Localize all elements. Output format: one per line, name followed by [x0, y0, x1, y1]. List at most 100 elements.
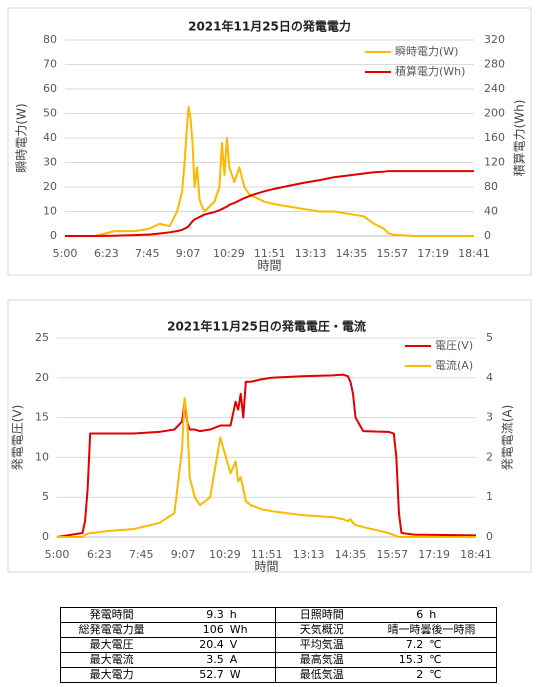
x-tick-label: 10:29: [213, 247, 245, 260]
x-tick-label: 17:19: [417, 247, 449, 260]
y2-tick-label: 2: [486, 450, 493, 463]
table-cell: 最高気温: [275, 652, 368, 668]
table-cell: 106: [162, 622, 227, 638]
legend-label: 電圧(V): [435, 339, 473, 352]
y-tick-label: 70: [43, 58, 57, 71]
x-tick-label: 5:00: [45, 548, 70, 561]
x-tick-label: 5:00: [53, 247, 78, 260]
x-tick-label: 15:57: [376, 247, 408, 260]
y2-tick-label: 320: [484, 33, 505, 46]
table-row: 最大電圧 20.4 V 平均気温 7.2 ℃: [60, 637, 497, 653]
table-row: 最大電力 52.7 W 最低気温 2 ℃: [60, 667, 497, 683]
x-tick-label: 11:51: [251, 548, 283, 561]
y-tick-label: 80: [43, 33, 57, 46]
y-axis-title: 瞬時電力(W): [15, 103, 29, 172]
table-cell: 平均気温: [275, 637, 368, 653]
table-cell: 最大電流: [60, 652, 163, 668]
table-cell: 最大電力: [60, 667, 163, 683]
table-cell: 9.3: [162, 607, 227, 623]
y2-tick-label: 0: [486, 530, 493, 543]
x-tick-label: 7:45: [135, 247, 160, 260]
y2-tick-label: 4: [486, 371, 493, 384]
x-tick-label: 14:35: [335, 548, 367, 561]
x-tick-label: 13:13: [295, 247, 327, 260]
x-tick-label: 14:35: [336, 247, 368, 260]
charts: 2021年11月25日の発電電力010203040506070800408012…: [7, 7, 532, 574]
table-cell: 日照時間: [275, 607, 368, 623]
x-tick-label: 18:41: [460, 548, 492, 561]
y-tick-label: 0: [42, 530, 49, 543]
x-tick-label: 13:13: [293, 548, 325, 561]
table-cell: 最大電圧: [60, 637, 163, 653]
y2-tick-label: 40: [484, 205, 498, 218]
table-cell: 天気概況: [275, 622, 368, 638]
series-line: [65, 105, 474, 237]
y2-tick-label: 120: [484, 156, 505, 169]
table-cell: 52.7: [162, 667, 227, 683]
series-line: [65, 170, 474, 237]
table-cell: ℃: [426, 652, 497, 668]
y-axis-title: 発電電圧(V): [11, 405, 25, 471]
table-cell: ℃: [426, 637, 497, 653]
x-tick-label: 10:29: [209, 548, 241, 561]
x-tick-label: 7:45: [129, 548, 154, 561]
y-tick-label: 20: [43, 180, 57, 193]
chart-title: 2021年11月25日の発電電力: [188, 19, 351, 34]
table-row: 総発電電力量 106 Wh 天気概況 晴一時曇後一時雨: [60, 622, 497, 638]
y-tick-label: 20: [35, 371, 49, 384]
y-tick-label: 60: [43, 82, 57, 95]
x-tick-label: 9:07: [176, 247, 201, 260]
x-tick-label: 9:07: [171, 548, 196, 561]
table-row: 最大電流 3.5 A 最高気温 15.3 ℃: [60, 652, 497, 668]
y2-tick-label: 1: [486, 490, 493, 503]
table-cell: 6: [367, 607, 427, 623]
y2-tick-label: 240: [484, 82, 505, 95]
y-tick-label: 50: [43, 107, 57, 120]
x-axis-title: 時間: [257, 259, 281, 273]
y2-tick-label: 3: [486, 411, 493, 424]
y2-tick-label: 200: [484, 107, 505, 120]
table-cell: 発電時間: [60, 607, 163, 623]
chart-frame: [7, 7, 532, 276]
x-axis-title: 時間: [254, 560, 278, 574]
y2-tick-label: 160: [484, 131, 505, 144]
chart-frame: [7, 299, 532, 573]
table-cell: V: [226, 637, 276, 653]
y-tick-label: 0: [50, 229, 57, 242]
x-tick-label: 17:19: [418, 548, 450, 561]
y-tick-label: 10: [43, 205, 57, 218]
y-tick-label: 40: [43, 131, 57, 144]
legend-label: 電流(A): [435, 358, 473, 372]
table-cell: 2: [367, 667, 427, 683]
y-tick-label: 15: [35, 411, 49, 424]
x-tick-label: 6:23: [87, 548, 112, 561]
table-cell: 総発電電力量: [60, 622, 163, 638]
y-tick-label: 30: [43, 156, 57, 169]
table-cell: 3.5: [162, 652, 227, 668]
table-cell: h: [226, 607, 276, 623]
legend-label: 積算電力(Wh): [395, 64, 465, 78]
y-tick-label: 5: [42, 490, 49, 503]
table-cell: 最低気温: [275, 667, 368, 683]
table-row: 発電時間 9.3 h 日照時間 6 h: [60, 607, 497, 623]
table-cell: 7.2: [367, 637, 427, 653]
table-cell: 15.3: [367, 652, 427, 668]
table-cell: W: [226, 667, 276, 683]
table-cell: 20.4: [162, 637, 227, 653]
info-table: 発電時間 9.3 h 日照時間 6 h 総発電電力量 106 Wh 天気概況 晴一時曇後一時雨 最大電…: [60, 607, 497, 683]
y2-tick-label: 80: [484, 180, 498, 193]
y-tick-label: 25: [35, 331, 49, 344]
x-tick-label: 18:41: [458, 247, 490, 260]
x-tick-label: 15:57: [376, 548, 408, 561]
legend-label: 瞬時電力(W): [395, 45, 458, 58]
y-tick-label: 10: [35, 450, 49, 463]
y2-tick-label: 280: [484, 58, 505, 71]
y2-tick-label: 0: [484, 229, 491, 242]
y2-axis-title: 積算電力(Wh): [512, 100, 527, 177]
y2-axis-title: 発電電流(A): [501, 405, 515, 471]
chart-title: 2021年11月25日の発電電圧・電流: [167, 319, 366, 334]
table-cell: Wh: [226, 622, 276, 638]
x-tick-label: 6:23: [94, 247, 119, 260]
table-cell: A: [226, 652, 276, 668]
